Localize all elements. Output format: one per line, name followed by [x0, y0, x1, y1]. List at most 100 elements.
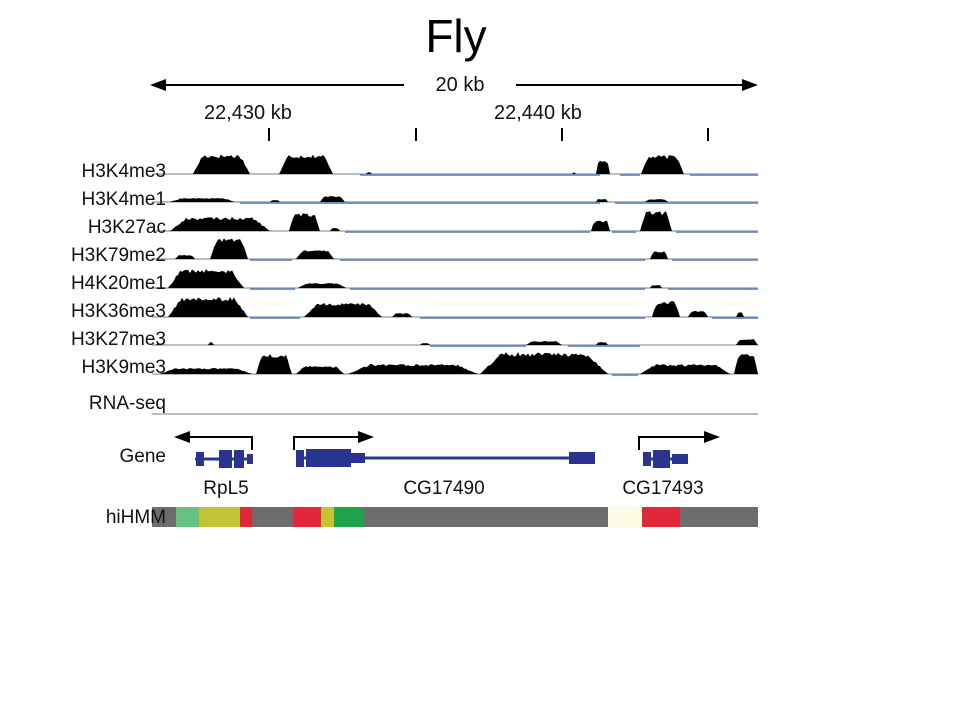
signal-peak	[736, 339, 758, 345]
signal-peak	[320, 196, 345, 202]
exon	[351, 453, 365, 463]
signal-track-h3k9me3	[152, 352, 758, 376]
track-label-rnaseq: RNA-seq	[88, 393, 166, 414]
exon	[569, 452, 595, 464]
coordinate-ticks	[268, 128, 709, 141]
gene-name-rpl5: RpL5	[203, 478, 249, 499]
tss-arrowhead-cg17493	[704, 431, 720, 443]
signal-peak	[168, 269, 244, 288]
exon	[672, 454, 688, 464]
track-label-h3k27ac: H3K27ac	[87, 217, 166, 238]
signal-peak	[296, 366, 344, 374]
track-label-h3k27me3: H3K27me3	[70, 329, 166, 350]
signal-peak	[392, 313, 412, 317]
signal-track-h3k27me3	[152, 339, 758, 347]
hihmm-segment	[321, 507, 334, 527]
signal-peak	[736, 312, 744, 317]
signal-peak	[160, 368, 252, 374]
signal-peak	[298, 283, 346, 288]
signal-peak	[270, 200, 280, 202]
signal-peak	[175, 255, 195, 259]
hihmm-segment	[364, 507, 608, 527]
signal-track-h3k4me3	[152, 154, 758, 176]
gene-model-cg17490	[293, 431, 595, 467]
signal-peak	[193, 154, 250, 174]
figure-title: Fly	[425, 10, 487, 62]
track-label-h3k79me2: H3K79me2	[70, 245, 166, 266]
tss-arrowhead-rpl5	[174, 431, 190, 443]
hihmm-segment	[642, 507, 680, 527]
gene-models	[174, 431, 720, 468]
signal-peak	[650, 251, 668, 259]
signal-peak	[734, 354, 758, 374]
gene-name-cg17493: CG17493	[622, 478, 704, 499]
exon	[306, 449, 351, 467]
signal-tracks	[152, 154, 758, 415]
tss-arrow-rpl5	[176, 436, 253, 450]
scale-bar-left-arrowhead	[150, 79, 166, 91]
signal-peak	[208, 342, 214, 345]
signal-peak	[645, 199, 668, 202]
signal-peak	[652, 301, 680, 317]
coordinate-label: 22,430 kb	[204, 102, 292, 124]
signal-track-h3k4me1	[152, 196, 758, 204]
signal-peak	[289, 213, 320, 231]
signal-peak	[640, 364, 730, 374]
exon	[234, 450, 244, 468]
hihmm-state-bar	[152, 507, 758, 527]
signal-peak	[170, 198, 235, 202]
signal-peak	[156, 343, 160, 345]
exon	[196, 452, 204, 466]
track-label-h3k4me3: H3K4me3	[81, 161, 167, 182]
signal-peak	[480, 352, 608, 374]
hihmm-segment	[608, 507, 642, 527]
exon	[653, 450, 670, 468]
signal-peak	[366, 172, 372, 174]
hihmm-segment	[252, 507, 293, 527]
signal-peak	[348, 364, 478, 374]
track-label-h4k20me1: H4K20me1	[70, 273, 166, 294]
scale-bar	[150, 79, 758, 91]
exon	[219, 450, 232, 468]
tss-arrow-cg17490	[293, 436, 370, 450]
hihmm-segment	[199, 507, 240, 527]
signal-peak	[596, 199, 608, 202]
track-label-h3k36me3: H3K36me3	[70, 301, 166, 322]
signal-peak	[572, 172, 576, 174]
hihmm-segment	[680, 507, 758, 527]
signal-peak	[591, 220, 610, 231]
signal-peak	[330, 228, 340, 231]
exon	[296, 450, 304, 467]
track-label-h3k9me3: H3K9me3	[81, 357, 167, 378]
coordinate-label: 22,440 kb	[494, 102, 582, 124]
signal-track-h3k36me3	[152, 297, 758, 319]
gene-model-rpl5	[174, 431, 253, 468]
signal-track-h3k79me2	[152, 238, 758, 261]
signal-peak	[296, 250, 334, 259]
hihmm-segment	[334, 507, 364, 527]
signal-peak	[256, 354, 292, 374]
signal-track-h3k27ac	[152, 211, 758, 233]
signal-peak	[650, 285, 662, 288]
signal-peak	[420, 343, 430, 345]
track-label-h3k4me1: H3K4me1	[81, 189, 167, 210]
hihmm-segment	[293, 507, 321, 527]
gene-name-cg17490: CG17490	[403, 478, 485, 499]
signal-track-h4k20me1	[152, 269, 758, 290]
hihmm-segment	[176, 507, 199, 527]
signal-peak	[641, 155, 684, 174]
hihmm-segment	[240, 507, 252, 527]
exon	[643, 452, 651, 466]
signal-peak	[168, 297, 248, 317]
signal-peak	[210, 238, 248, 259]
signal-peak	[170, 217, 270, 231]
scale-bar-right-arrowhead	[742, 79, 758, 91]
signal-peak	[688, 311, 708, 317]
tss-arrow-cg17493	[638, 436, 716, 450]
gene-model-cg17493	[638, 431, 720, 468]
exon	[247, 454, 253, 464]
track-label-gene: Gene	[119, 446, 166, 467]
tss-arrowhead-cg17490	[358, 431, 374, 443]
